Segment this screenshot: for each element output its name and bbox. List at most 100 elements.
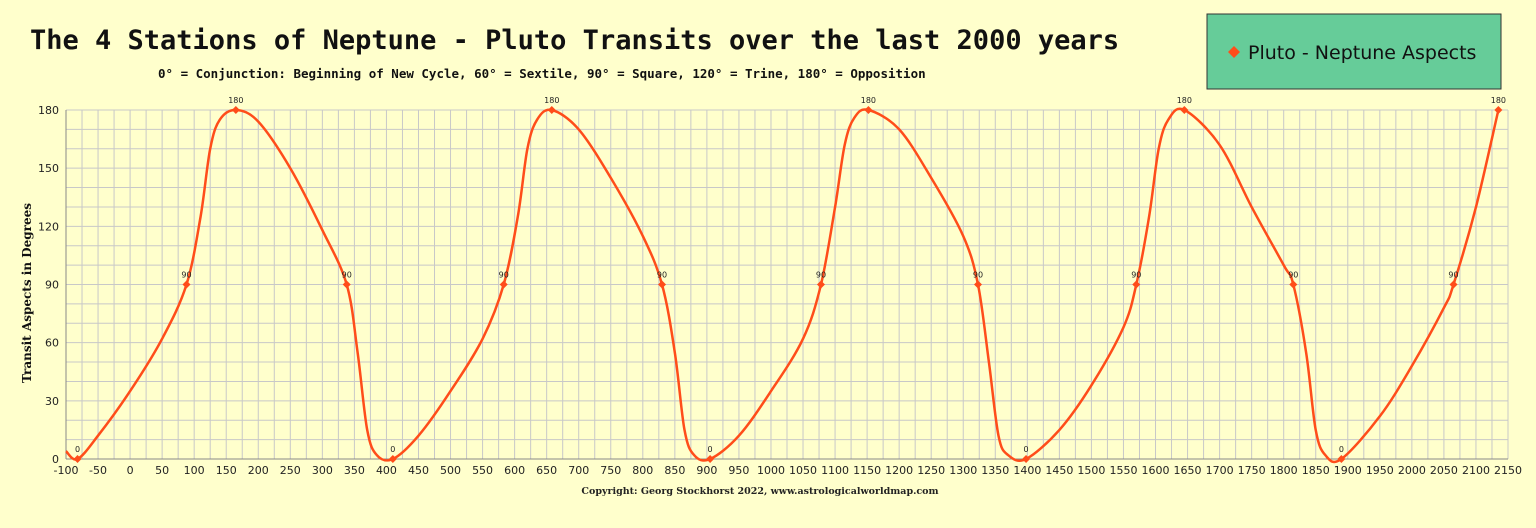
- data-point-label: 180: [544, 96, 559, 105]
- data-point-label: 90: [1448, 271, 1458, 280]
- copyright-note: Copyright: Georg Stockhorst 2022, www.as…: [581, 486, 938, 497]
- data-point-label: 90: [181, 271, 191, 280]
- x-tick-label: 1200: [885, 464, 913, 477]
- x-tick-label: 1350: [981, 464, 1009, 477]
- x-tick-label: 700: [568, 464, 589, 477]
- data-point-label: 90: [816, 271, 826, 280]
- data-point-marker: [388, 455, 397, 463]
- data-markers: [73, 106, 1503, 463]
- data-point-label: 90: [973, 271, 983, 280]
- x-tick-label: 600: [504, 464, 525, 477]
- x-tick-label: 650: [536, 464, 557, 477]
- legend: Pluto - Neptune Aspects: [1206, 13, 1502, 90]
- data-point-label: 180: [228, 96, 243, 105]
- data-point-marker: [1494, 106, 1503, 114]
- x-tick-label: 800: [632, 464, 653, 477]
- y-tick-labels: 0 30 60 90 120 150 180: [38, 104, 59, 466]
- data-point-marker: [73, 455, 82, 463]
- x-tick-label: 400: [376, 464, 397, 477]
- x-tick-label: 0: [127, 464, 134, 477]
- data-point-marker: [816, 280, 825, 289]
- y-tick-label: 60: [45, 337, 59, 350]
- data-point-label: 180: [1491, 96, 1506, 105]
- legend-entry: Pluto - Neptune Aspects: [1248, 42, 1476, 64]
- chart-subtitle: 0° = Conjunction: Beginning of New Cycle…: [158, 66, 926, 81]
- y-tick-label: 150: [38, 162, 59, 175]
- y-axis-label: Transit Aspects in Degrees: [20, 203, 34, 383]
- x-tick-label: 900: [696, 464, 717, 477]
- x-tick-label: 2000: [1398, 464, 1426, 477]
- data-point-label: 0: [1024, 445, 1029, 454]
- x-tick-label: 1550: [1109, 464, 1137, 477]
- x-tick-label: 2100: [1462, 464, 1490, 477]
- x-tick-label: 1700: [1206, 464, 1234, 477]
- x-tick-label: -50: [89, 464, 107, 477]
- data-point-marker: [1022, 455, 1031, 463]
- x-tick-label: 1500: [1077, 464, 1105, 477]
- x-tick-label: 1250: [917, 464, 945, 477]
- y-tick-label: 30: [45, 395, 59, 408]
- data-point-label: 0: [75, 445, 80, 454]
- data-point-marker: [973, 280, 982, 289]
- x-tick-label: 1450: [1045, 464, 1073, 477]
- data-point-marker: [864, 106, 873, 114]
- x-tick-label: 250: [280, 464, 301, 477]
- data-point-marker: [658, 280, 667, 289]
- x-tick-label: -100: [54, 464, 79, 477]
- x-tick-label: 1400: [1013, 464, 1041, 477]
- x-tick-label: 1850: [1302, 464, 1330, 477]
- axes: [65, 110, 1508, 460]
- data-point-label: 90: [342, 271, 352, 280]
- data-point-label: 0: [390, 445, 395, 454]
- data-point-marker: [1180, 106, 1189, 114]
- y-tick-label: 180: [38, 104, 59, 117]
- x-tick-label: 1050: [789, 464, 817, 477]
- x-tick-labels: -100 -50 0 50 100 150 200 250 300 350 400 450 500 550…: [54, 464, 1522, 477]
- x-tick-label: 950: [728, 464, 749, 477]
- data-point-marker: [547, 106, 556, 114]
- x-tick-label: 1600: [1142, 464, 1170, 477]
- x-tick-label: 750: [600, 464, 621, 477]
- x-tick-label: 300: [312, 464, 333, 477]
- data-point-label: 180: [861, 96, 876, 105]
- x-tick-label: 1650: [1174, 464, 1202, 477]
- data-point-marker: [182, 280, 191, 289]
- data-point-label: 90: [499, 271, 509, 280]
- x-tick-label: 50: [155, 464, 169, 477]
- x-tick-label: 550: [472, 464, 493, 477]
- data-point-label: 90: [1131, 271, 1141, 280]
- x-tick-label: 500: [440, 464, 461, 477]
- data-point-marker: [1132, 280, 1141, 289]
- data-point-label: 90: [657, 271, 667, 280]
- grid: [65, 109, 1509, 460]
- x-tick-label: 200: [248, 464, 269, 477]
- x-tick-label: 350: [344, 464, 365, 477]
- x-tick-label: 2050: [1430, 464, 1458, 477]
- x-tick-label: 1800: [1270, 464, 1298, 477]
- data-point-marker: [499, 280, 508, 289]
- x-tick-label: 450: [408, 464, 429, 477]
- chart-title: The 4 Stations of Neptune - Pluto Transi…: [30, 25, 1119, 56]
- data-point-marker: [1449, 280, 1458, 289]
- x-tick-label: 1750: [1238, 464, 1266, 477]
- data-point-marker: [706, 455, 715, 463]
- data-point-label: 180: [1177, 96, 1192, 105]
- legend-marker-diamond: [1228, 46, 1240, 58]
- x-tick-label: 1950: [1366, 464, 1394, 477]
- data-point-marker: [1289, 280, 1298, 289]
- x-tick-label: 1300: [949, 464, 977, 477]
- data-labels: 0 90 180 90 0 90 180 90 0 90 180 90 0 90 180 90 0 90 180: [75, 96, 1506, 454]
- x-tick-label: 1100: [821, 464, 849, 477]
- series-line-pluto-neptune: [65, 107, 1500, 464]
- y-tick-label: 90: [45, 279, 59, 292]
- data-point-label: 90: [1288, 271, 1298, 280]
- y-tick-label: 0: [52, 453, 59, 466]
- x-tick-label: 150: [216, 464, 237, 477]
- data-point-marker: [231, 106, 240, 114]
- x-tick-label: 1150: [853, 464, 881, 477]
- data-point-marker: [1337, 455, 1346, 463]
- data-point-label: 0: [1339, 445, 1344, 454]
- data-point-label: 0: [708, 445, 713, 454]
- x-tick-label: 1000: [757, 464, 785, 477]
